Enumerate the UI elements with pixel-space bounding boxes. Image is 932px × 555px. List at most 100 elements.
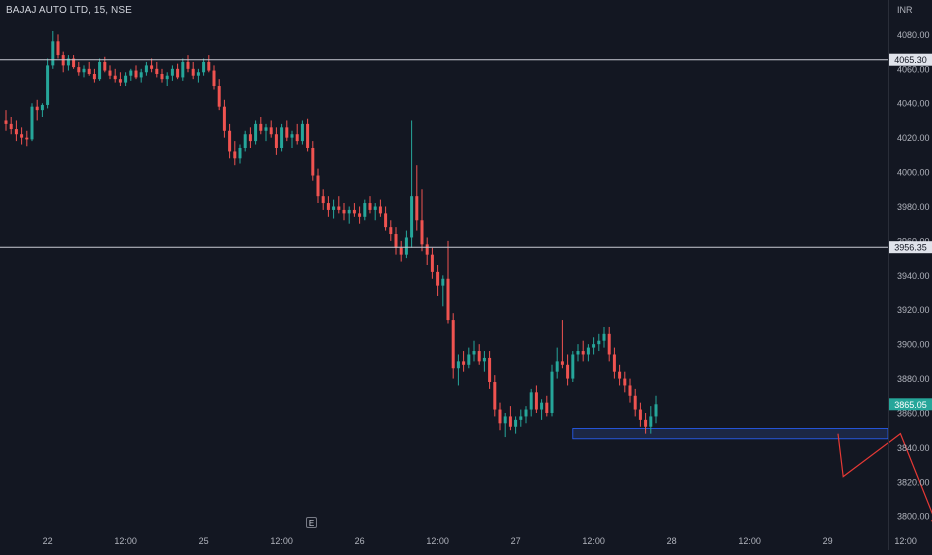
price-axis[interactable] bbox=[888, 0, 932, 550]
earnings-event-badge[interactable]: E bbox=[306, 517, 317, 528]
candle-body bbox=[9, 123, 13, 130]
candle-body bbox=[337, 206, 341, 210]
candle bbox=[560, 320, 564, 369]
candle bbox=[482, 351, 486, 372]
candle bbox=[477, 344, 481, 365]
candle-body bbox=[477, 351, 481, 362]
projection-path bbox=[837, 432, 932, 515]
candle bbox=[124, 72, 128, 87]
candle bbox=[644, 412, 648, 434]
candle-body bbox=[623, 378, 627, 386]
y-tick-label: 4020.00 bbox=[897, 133, 930, 143]
candle-body bbox=[451, 320, 455, 369]
candle-body bbox=[389, 227, 393, 235]
x-tick-label: 29 bbox=[823, 536, 833, 546]
candle bbox=[25, 130, 29, 147]
candle bbox=[295, 123, 299, 145]
candle-body bbox=[316, 175, 320, 197]
candle bbox=[243, 130, 247, 152]
currency-label: INR bbox=[897, 5, 913, 15]
candle bbox=[597, 333, 601, 352]
candle-body bbox=[217, 86, 221, 107]
candle bbox=[441, 275, 445, 307]
candle bbox=[103, 56, 107, 73]
time-axis-labels: 22 12:00 25 12:00 26 12:00 27 12:00 28 12:00 29 12:… bbox=[43, 536, 917, 546]
candle bbox=[571, 351, 575, 383]
candle-body bbox=[259, 123, 263, 131]
candle-body bbox=[607, 333, 611, 355]
candle-body bbox=[581, 351, 585, 355]
candle-body bbox=[602, 333, 606, 341]
candle bbox=[4, 110, 8, 131]
y-tick-label: 4080.00 bbox=[897, 30, 930, 40]
candle bbox=[347, 206, 351, 224]
candle bbox=[425, 237, 429, 265]
candle bbox=[191, 61, 195, 80]
demand-zone bbox=[572, 428, 889, 440]
candle bbox=[410, 120, 414, 248]
x-tick-label: 12:00 bbox=[114, 536, 137, 546]
candle-body bbox=[363, 203, 367, 217]
candle-body bbox=[352, 209, 356, 214]
x-tick-label: 28 bbox=[667, 536, 677, 546]
y-tick-label: 3820.00 bbox=[897, 477, 930, 487]
candle-body bbox=[332, 206, 336, 210]
candle bbox=[108, 65, 112, 80]
candle-body bbox=[571, 354, 575, 379]
candle-body bbox=[503, 416, 507, 424]
candle bbox=[321, 189, 325, 210]
candle-body bbox=[347, 209, 351, 214]
candle bbox=[540, 399, 544, 420]
candle bbox=[550, 364, 554, 417]
candle bbox=[139, 68, 143, 83]
candle bbox=[545, 395, 549, 417]
candle-body bbox=[25, 137, 29, 140]
candle bbox=[628, 378, 632, 403]
candle-body bbox=[165, 75, 169, 80]
y-tick-label: 3920.00 bbox=[897, 305, 930, 315]
candle bbox=[186, 55, 190, 73]
x-tick-label: 12:00 bbox=[738, 536, 761, 546]
candle-body bbox=[425, 244, 429, 255]
candle bbox=[212, 65, 216, 90]
candle-body bbox=[649, 416, 653, 427]
candle bbox=[134, 65, 138, 80]
candle-body bbox=[633, 395, 637, 410]
candle bbox=[51, 30, 55, 69]
y-tick-label: 4040.00 bbox=[897, 99, 930, 109]
candle bbox=[446, 240, 450, 324]
candle-body bbox=[508, 416, 512, 427]
candle-body bbox=[311, 147, 315, 176]
x-tick-label: 12:00 bbox=[270, 536, 293, 546]
candle-body bbox=[373, 206, 377, 210]
demand-zone-layer bbox=[572, 428, 889, 440]
candle-body bbox=[139, 72, 143, 78]
candle bbox=[87, 61, 91, 76]
candle-body bbox=[92, 73, 96, 80]
candle bbox=[56, 34, 60, 59]
candle bbox=[342, 203, 346, 221]
candle bbox=[404, 230, 408, 259]
candle-body bbox=[550, 371, 554, 413]
last-price-badge bbox=[889, 398, 932, 411]
y-tick-label: 3900.00 bbox=[897, 340, 930, 350]
candle bbox=[228, 123, 232, 159]
level-price-badge bbox=[889, 241, 932, 254]
candle-body bbox=[46, 65, 50, 105]
candle bbox=[160, 68, 164, 83]
candle-body bbox=[248, 134, 252, 142]
candle-body bbox=[186, 61, 190, 69]
candle-body bbox=[368, 203, 372, 210]
candle bbox=[207, 55, 211, 73]
candle-body bbox=[77, 67, 81, 73]
candle-body bbox=[560, 361, 564, 365]
candle bbox=[503, 412, 507, 438]
candle-body bbox=[493, 382, 497, 410]
candle bbox=[217, 79, 221, 111]
candle-body bbox=[592, 344, 596, 348]
candle-body bbox=[170, 68, 174, 76]
candle-body bbox=[191, 68, 195, 76]
candle-body bbox=[144, 65, 148, 73]
